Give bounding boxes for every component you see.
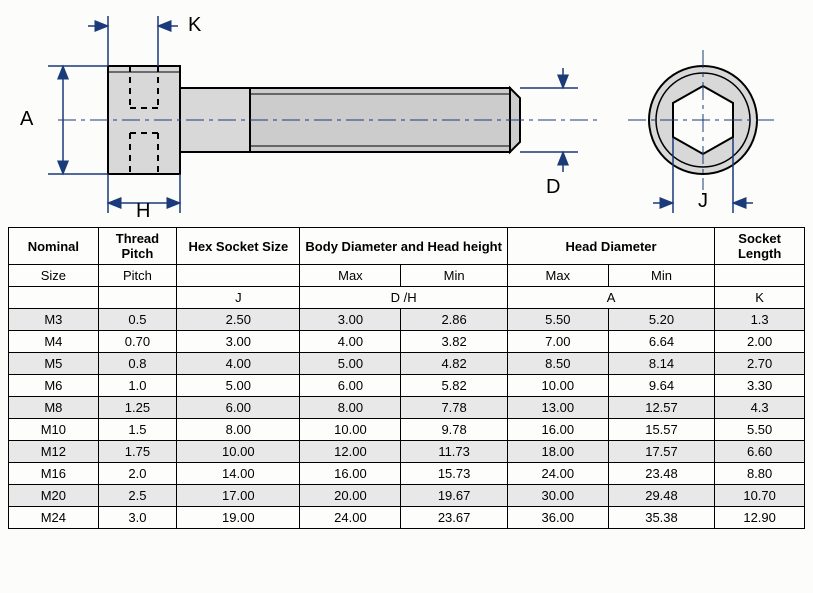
table-row: M202.517.0020.0019.6730.0029.4810.70 bbox=[9, 485, 805, 507]
table-row: M50.84.005.004.828.508.142.70 bbox=[9, 353, 805, 375]
table-row: M121.7510.0012.0011.7318.0017.576.60 bbox=[9, 441, 805, 463]
label-H: H bbox=[136, 200, 150, 223]
label-K: K bbox=[188, 14, 201, 37]
th-body: Body Diameter and Head height bbox=[300, 228, 507, 265]
spec-table: Nominal Thread Pitch Hex Socket Size Bod… bbox=[8, 227, 805, 529]
table-row: M61.05.006.005.8210.009.643.30 bbox=[9, 375, 805, 397]
th-socket: Socket Length bbox=[715, 228, 805, 265]
label-A: A bbox=[20, 108, 33, 131]
technical-diagram: A H K D J bbox=[8, 8, 805, 223]
subheader-row-1: Size Pitch Max Min Max Min bbox=[9, 265, 805, 287]
th-nominal: Nominal bbox=[9, 228, 99, 265]
table-row: M81.256.008.007.7813.0012.574.3 bbox=[9, 397, 805, 419]
th-hex: Hex Socket Size bbox=[177, 228, 300, 265]
table-row: M30.52.503.002.865.505.201.3 bbox=[9, 309, 805, 331]
side-view bbox=[58, 66, 598, 174]
th-headdia: Head Diameter bbox=[507, 228, 714, 265]
label-J: J bbox=[698, 190, 708, 213]
table-row: M101.58.0010.009.7816.0015.575.50 bbox=[9, 419, 805, 441]
end-view bbox=[628, 50, 778, 190]
label-D: D bbox=[546, 176, 560, 199]
dim-K bbox=[88, 16, 178, 66]
table-row: M40.703.004.003.827.006.642.00 bbox=[9, 331, 805, 353]
table-row: M162.014.0016.0015.7324.0023.488.80 bbox=[9, 463, 805, 485]
th-pitch: Thread Pitch bbox=[98, 228, 176, 265]
table-row: M243.019.0024.0023.6736.0035.3812.90 bbox=[9, 507, 805, 529]
subheader-row-2: J D /H A K bbox=[9, 287, 805, 309]
